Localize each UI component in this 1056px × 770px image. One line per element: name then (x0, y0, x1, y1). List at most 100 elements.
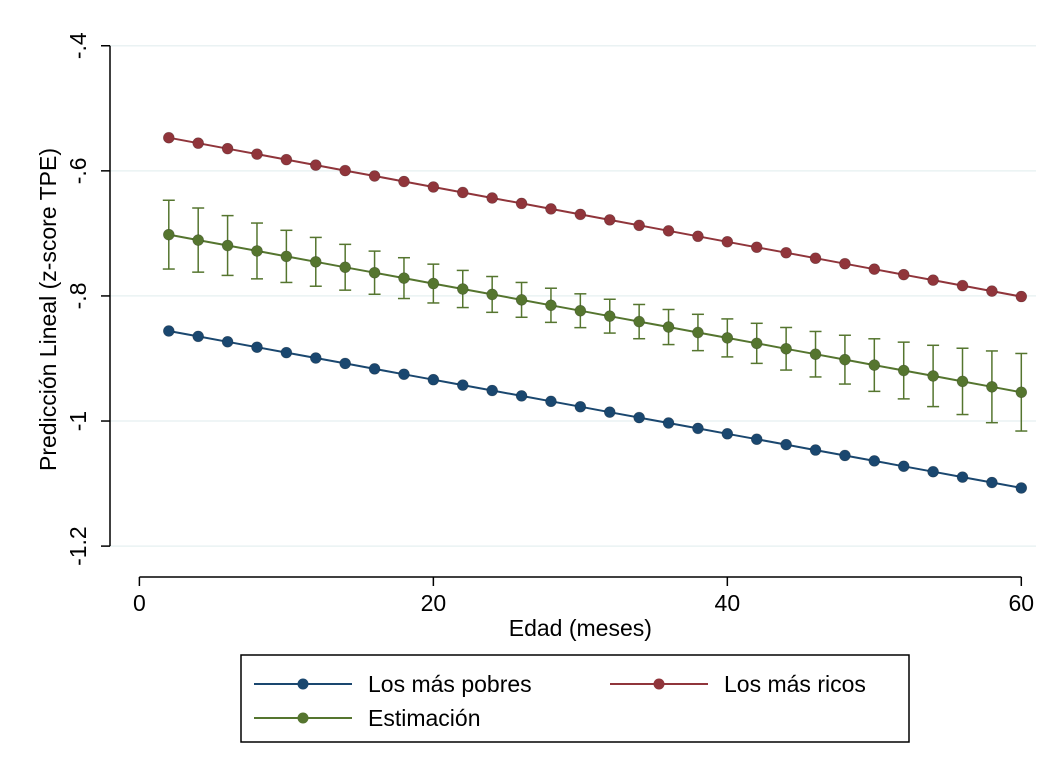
data-point (603, 310, 616, 322)
data-point (927, 370, 939, 382)
legend-label: Los más pobres (368, 671, 532, 697)
data-point (398, 175, 410, 188)
legend-item-1: Los más ricos (610, 671, 866, 697)
data-point (721, 428, 734, 440)
y-tick-label: -1 (65, 411, 91, 431)
data-point (309, 352, 322, 364)
legend-marker (297, 678, 309, 690)
data-point (515, 197, 528, 210)
data-point (868, 263, 881, 275)
data-point (809, 444, 822, 456)
data-point (839, 257, 851, 270)
data-point (986, 381, 998, 393)
series-layer (162, 131, 1028, 494)
data-point (839, 353, 851, 366)
data-point (515, 294, 528, 306)
axes: -1.2 -1 -.8 -.6 -.4 0 20 40 60 (65, 32, 1034, 616)
data-point (574, 304, 587, 317)
legend-marker (653, 678, 665, 690)
data-point (192, 234, 204, 246)
data-point (956, 471, 969, 483)
grid (110, 45, 1036, 547)
data-point (868, 455, 881, 467)
data-point (545, 395, 557, 408)
data-point (574, 208, 587, 221)
data-point (339, 357, 351, 370)
data-point (309, 159, 322, 171)
series-0 (162, 325, 1028, 494)
data-point (486, 384, 498, 397)
data-point (309, 256, 322, 268)
data-point (221, 335, 234, 348)
data-point (956, 375, 969, 388)
data-point (750, 433, 763, 446)
x-tick-label: 0 (133, 590, 146, 616)
data-point (692, 326, 704, 339)
y-tick-label: -.8 (65, 283, 91, 310)
legend-item-0: Los más pobres (254, 671, 532, 697)
data-point (839, 449, 851, 462)
data-point (427, 181, 440, 193)
data-point (486, 288, 498, 301)
data-point (809, 348, 822, 361)
data-point (368, 170, 381, 182)
data-point (280, 153, 293, 166)
data-point (427, 373, 440, 386)
data-point (427, 277, 440, 290)
data-point (692, 230, 704, 243)
series-1 (162, 131, 1028, 303)
data-point (1015, 290, 1028, 303)
data-point (1015, 482, 1028, 494)
data-point (192, 330, 204, 343)
y-axis-title: Predicción Lineal (z-score TPE) (35, 148, 61, 471)
data-point (1015, 386, 1028, 399)
data-point (368, 266, 381, 279)
data-point (986, 285, 998, 297)
data-point (662, 417, 675, 429)
data-point (633, 315, 645, 328)
y-tick-label: -1.2 (65, 526, 91, 566)
legend: Los más pobres Los más ricos Estimación (240, 654, 910, 743)
legend-item-2: Estimación (254, 705, 480, 731)
y-tick-label: -.4 (65, 32, 91, 59)
data-point (221, 239, 234, 252)
data-point (486, 192, 498, 204)
data-point (780, 342, 792, 355)
data-point (221, 142, 234, 155)
y-tick-label: -.6 (65, 157, 91, 184)
legend-marker (297, 712, 309, 724)
data-point (251, 148, 263, 160)
data-point (692, 422, 704, 435)
data-point (456, 283, 469, 295)
data-point (897, 364, 910, 377)
data-point (251, 245, 263, 257)
data-point (633, 219, 645, 232)
data-point (956, 279, 969, 292)
series-2 (162, 199, 1028, 432)
data-point (927, 465, 939, 478)
data-point (927, 274, 939, 286)
data-point (750, 337, 763, 350)
data-point (162, 325, 175, 337)
data-point (162, 228, 175, 241)
data-point (603, 406, 616, 418)
data-point (780, 438, 792, 451)
data-point (545, 203, 557, 215)
data-point (339, 261, 351, 274)
data-point (162, 131, 175, 144)
legend-box (240, 654, 910, 743)
data-point (192, 137, 204, 149)
x-tick-label: 20 (421, 590, 447, 616)
data-point (721, 235, 734, 248)
data-point (339, 164, 351, 177)
data-point (368, 363, 381, 375)
data-point (574, 400, 587, 413)
data-point (545, 299, 557, 312)
data-point (398, 368, 410, 381)
x-axis-title: Edad (meses) (509, 615, 652, 641)
data-point (456, 379, 469, 391)
data-point (986, 476, 998, 489)
legend-label: Los más ricos (724, 671, 866, 697)
